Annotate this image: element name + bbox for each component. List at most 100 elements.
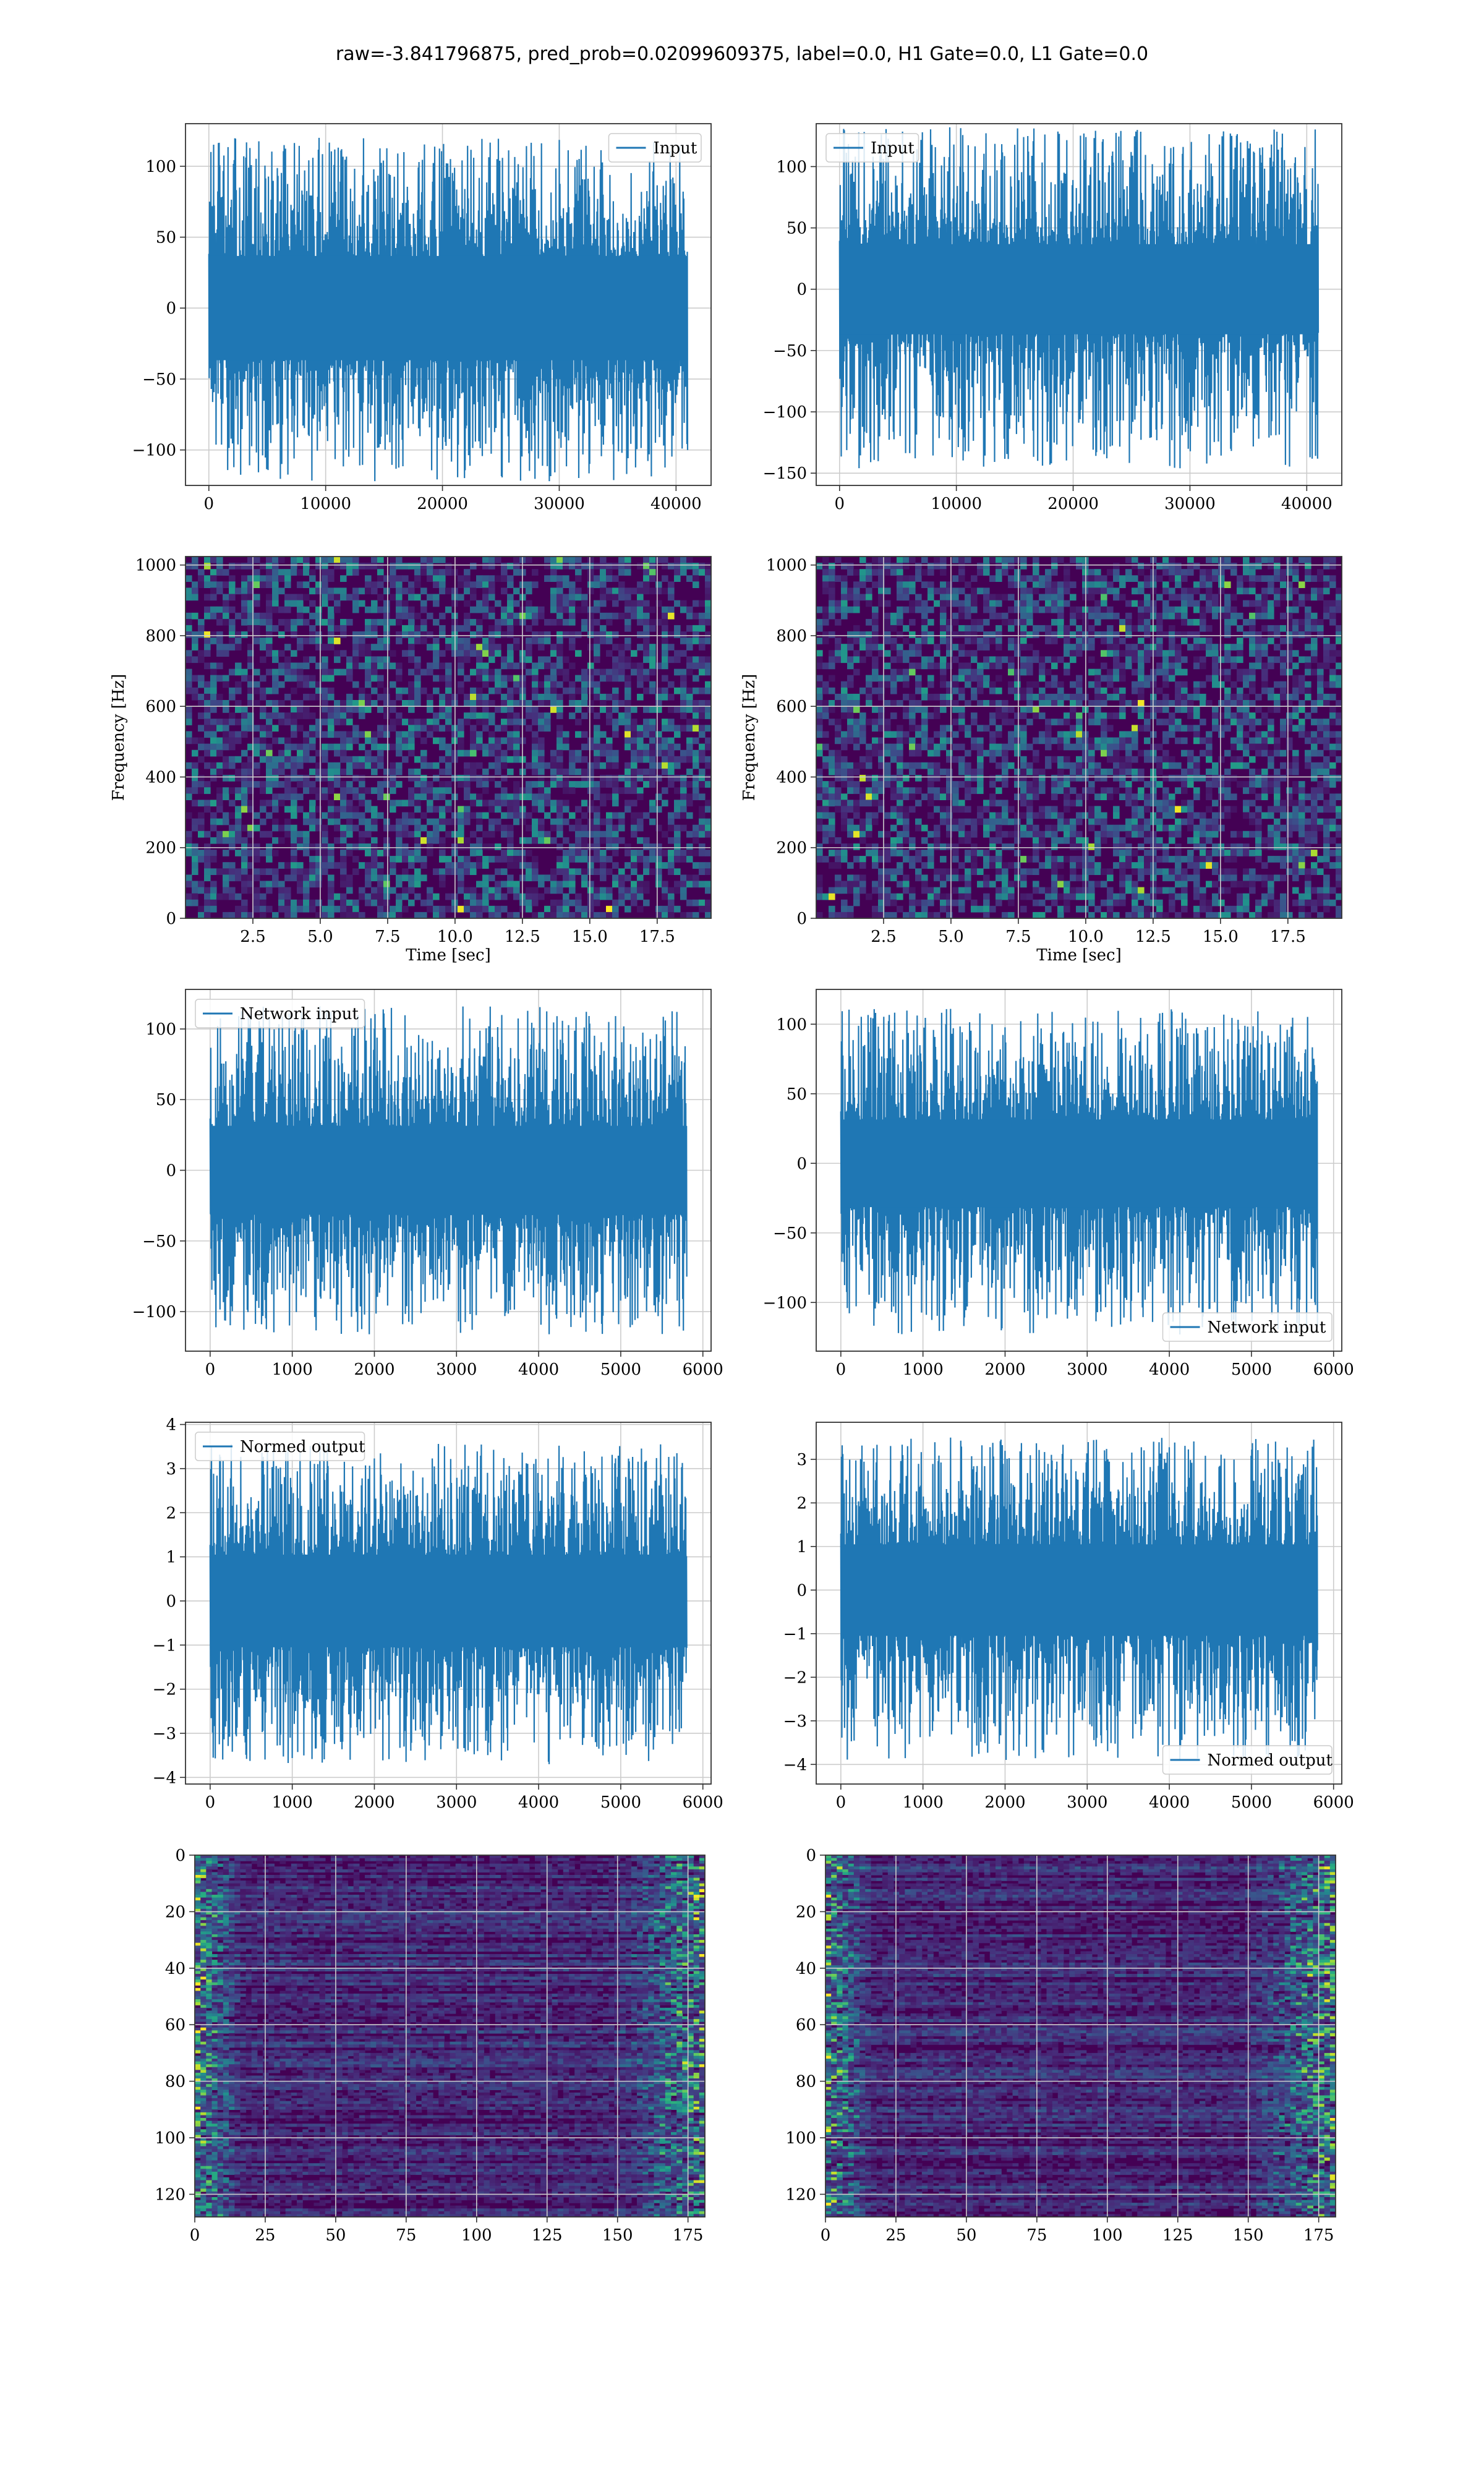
- spectrogram-h1-xtick-label: 15.0: [572, 928, 608, 946]
- normed-output-l1-legend: Normed output: [1163, 1746, 1333, 1774]
- feature-map-l1-ytick-label: 0: [806, 1846, 816, 1865]
- spectrogram-h1-ytick-label: 800: [145, 627, 176, 646]
- input-h1-legend: Input: [609, 134, 702, 162]
- figure-title: raw=-3.841796875, pred_prob=0.0209960937…: [0, 43, 1484, 65]
- network-input-l1-xtick-label: 3000: [1067, 1360, 1107, 1379]
- input-l1-ytick-label: 50: [787, 220, 807, 238]
- network-input-l1-xtick-label: 2000: [984, 1360, 1025, 1379]
- normed-output-l1-xtick-label: 5000: [1231, 1793, 1272, 1812]
- normed-output-h1-ytick-label: −2: [153, 1681, 176, 1699]
- normed-output-h1-xtick-label: 1000: [272, 1793, 313, 1812]
- input-l1-ytick-label: −100: [763, 403, 807, 422]
- network-input-h1-legend: Network input: [195, 999, 365, 1028]
- input-h1-ytick-label: 50: [156, 229, 176, 247]
- spectrogram-l1-xtick-label: 10.0: [1068, 928, 1104, 946]
- feature-map-l1-xtick-label: 50: [956, 2226, 976, 2245]
- feature-map-h1-ytick-label: 100: [155, 2129, 186, 2148]
- normed-output-l1-ytick-label: 1: [796, 1538, 807, 1556]
- input-l1-ytick-label: −50: [773, 342, 807, 361]
- feature-map-l1-ytick-label: 80: [796, 2073, 816, 2091]
- spectrogram-h1-xlabel: Time [sec]: [406, 946, 491, 965]
- network-input-h1-ytick-label: −50: [142, 1232, 176, 1251]
- network-input-h1-xtick-label: 0: [205, 1360, 216, 1379]
- input-h1-ytick-label: −50: [142, 370, 176, 389]
- input-l1-xtick-label: 40000: [1281, 495, 1333, 513]
- spectrogram-h1-ytick-label: 400: [145, 768, 176, 787]
- normed-output-h1-ytick-label: −1: [153, 1636, 176, 1655]
- spectrogram-h1-xtick-label: 10.0: [437, 928, 473, 946]
- input-h1-xtick-label: 40000: [650, 495, 702, 513]
- input-h1-ytick-label: 0: [166, 299, 176, 318]
- normed-output-l1-xtick-label: 4000: [1149, 1793, 1190, 1812]
- network-input-h1-xtick-label: 2000: [354, 1360, 394, 1379]
- input-l1-xtick-label: 0: [835, 495, 845, 513]
- normed-output-h1-series-core: [210, 1555, 686, 1647]
- feature-map-h1-xtick-label: 75: [396, 2226, 416, 2245]
- input-l1-legend: Input: [826, 134, 919, 162]
- normed-output-l1-ytick-label: −2: [783, 1668, 807, 1687]
- feature-map-h1-ytick-label: 120: [155, 2185, 186, 2204]
- feature-map-l1-xtick-label: 150: [1233, 2226, 1264, 2245]
- input-h1-xtick-label: 30000: [534, 495, 585, 513]
- normed-output-h1-ytick-label: 4: [166, 1416, 176, 1435]
- input-l1-ytick-label: 0: [796, 281, 807, 299]
- network-input-h1-xtick-label: 1000: [272, 1360, 313, 1379]
- feature-map-h1-xtick-label: 125: [532, 2226, 563, 2245]
- network-input-l1-ytick-label: 50: [787, 1085, 807, 1104]
- feature-map-h1-ytick-label: 0: [175, 1846, 186, 1865]
- normed-output-l1-xtick-label: 1000: [903, 1793, 944, 1812]
- network-input-h1-ytick-label: 50: [156, 1091, 176, 1109]
- spectrogram-h1-xtick-label: 17.5: [639, 928, 675, 946]
- normed-output-h1-legend-label: Normed output: [240, 1438, 365, 1456]
- feature-map-l1-ytick-label: 60: [796, 2016, 816, 2034]
- spectrogram-h1-xtick-label: 2.5: [240, 928, 265, 946]
- input-h1-legend-label: Input: [654, 139, 697, 158]
- network-input-h1-legend-label: Network input: [240, 1005, 359, 1023]
- network-input-l1-ytick-label: −50: [773, 1224, 807, 1243]
- feature-map-h1-ytick-label: 60: [165, 2016, 186, 2034]
- normed-output-l1-xtick-label: 2000: [984, 1793, 1025, 1812]
- spectrogram-h1-xtick-label: 5.0: [307, 928, 333, 946]
- feature-map-l1-ytick-label: 120: [785, 2185, 816, 2204]
- network-input-h1-xtick-label: 3000: [436, 1360, 477, 1379]
- feature-map-h1-ytick-label: 80: [165, 2073, 186, 2091]
- normed-output-h1-ytick-label: 2: [166, 1504, 176, 1522]
- normed-output-h1-xtick-label: 2000: [354, 1793, 394, 1812]
- normed-output-h1-legend: Normed output: [195, 1432, 365, 1461]
- spectrogram-h1-ytick-label: 0: [166, 910, 176, 928]
- normed-output-l1-ytick-label: 0: [796, 1581, 807, 1600]
- network-input-l1-xtick-label: 5000: [1231, 1360, 1272, 1379]
- spectrogram-h1-ytick-label: 600: [145, 698, 176, 716]
- normed-output-h1-ytick-label: 3: [166, 1460, 176, 1479]
- spectrogram-l1-xtick-label: 12.5: [1135, 928, 1171, 946]
- network-input-l1-legend: Network input: [1163, 1313, 1333, 1341]
- spectrogram-h1-xtick-label: 7.5: [375, 928, 400, 946]
- input-h1-series-core: [209, 256, 688, 361]
- network-input-l1-ytick-label: 0: [796, 1155, 807, 1173]
- spectrogram-l1-ytick-label: 0: [796, 910, 807, 928]
- feature-map-l1-xtick-label: 175: [1303, 2226, 1334, 2245]
- spectrogram-l1-xtick-label: 2.5: [871, 928, 896, 946]
- normed-output-h1-xtick-label: 5000: [600, 1793, 641, 1812]
- feature-map-l1-xtick-label: 125: [1162, 2226, 1193, 2245]
- normed-output-h1-ytick-label: −4: [153, 1769, 176, 1787]
- feature-map-l1-ytick-label: 20: [796, 1903, 816, 1921]
- feature-map-h1-xtick-label: 0: [190, 2226, 200, 2245]
- feature-map-h1-xtick-label: 25: [255, 2226, 275, 2245]
- input-h1-xtick-label: 0: [204, 495, 215, 513]
- normed-output-h1-xtick-label: 0: [205, 1793, 216, 1812]
- spectrogram-l1-ytick-label: 400: [776, 768, 807, 787]
- normed-output-l1-xtick-label: 3000: [1067, 1793, 1107, 1812]
- input-l1-xtick-label: 30000: [1164, 495, 1216, 513]
- input-h1-xtick-label: 10000: [300, 495, 351, 513]
- network-input-h1-xtick-label: 6000: [683, 1360, 723, 1379]
- feature-map-h1-xtick-label: 175: [673, 2226, 704, 2245]
- feature-map-l1-ytick-label: 100: [785, 2129, 816, 2148]
- spectrogram-h1-ylabel: Frequency [Hz]: [109, 674, 128, 801]
- normed-output-h1-ytick-label: 1: [166, 1548, 176, 1567]
